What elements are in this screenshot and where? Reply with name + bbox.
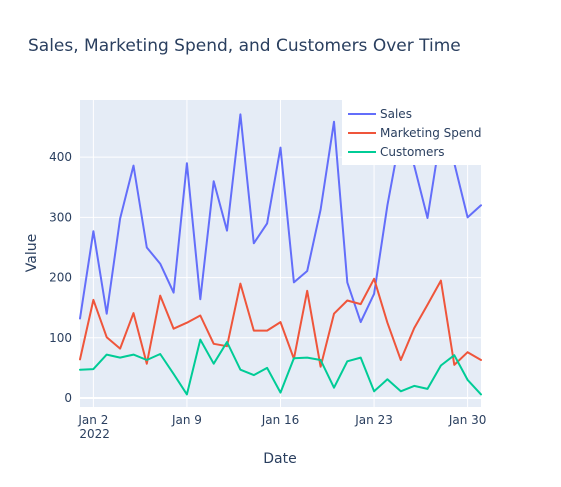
y-tick-label: 200 bbox=[49, 271, 72, 285]
x-tick-label: Jan 23 bbox=[354, 413, 393, 427]
y-tick-label: 300 bbox=[49, 210, 72, 224]
y-tick-label: 400 bbox=[49, 150, 72, 164]
x-tick-label: Jan 16 bbox=[261, 413, 300, 427]
chart-title: Sales, Marketing Spend, and Customers Ov… bbox=[28, 36, 461, 56]
x-tick-label: Jan 30 bbox=[448, 413, 487, 427]
legend-label[interactable]: Customers bbox=[380, 145, 445, 159]
series-line-customers[interactable] bbox=[79, 338, 482, 396]
series-line-marketing-spend[interactable] bbox=[79, 277, 482, 368]
y-tick-label: 0 bbox=[64, 391, 72, 405]
legend-label[interactable]: Sales bbox=[380, 107, 412, 121]
x-tick-label: Jan 9 bbox=[171, 413, 202, 427]
x-axis-title: Date bbox=[263, 451, 296, 467]
x-tick-sublabel: 2022 bbox=[79, 427, 110, 441]
legend-label[interactable]: Marketing Spend bbox=[380, 126, 481, 140]
y-tick-label: 100 bbox=[49, 331, 72, 345]
series-line-sales[interactable] bbox=[79, 113, 482, 324]
x-tick-label: Jan 2 bbox=[77, 413, 108, 427]
y-axis-title: Value bbox=[24, 234, 40, 272]
